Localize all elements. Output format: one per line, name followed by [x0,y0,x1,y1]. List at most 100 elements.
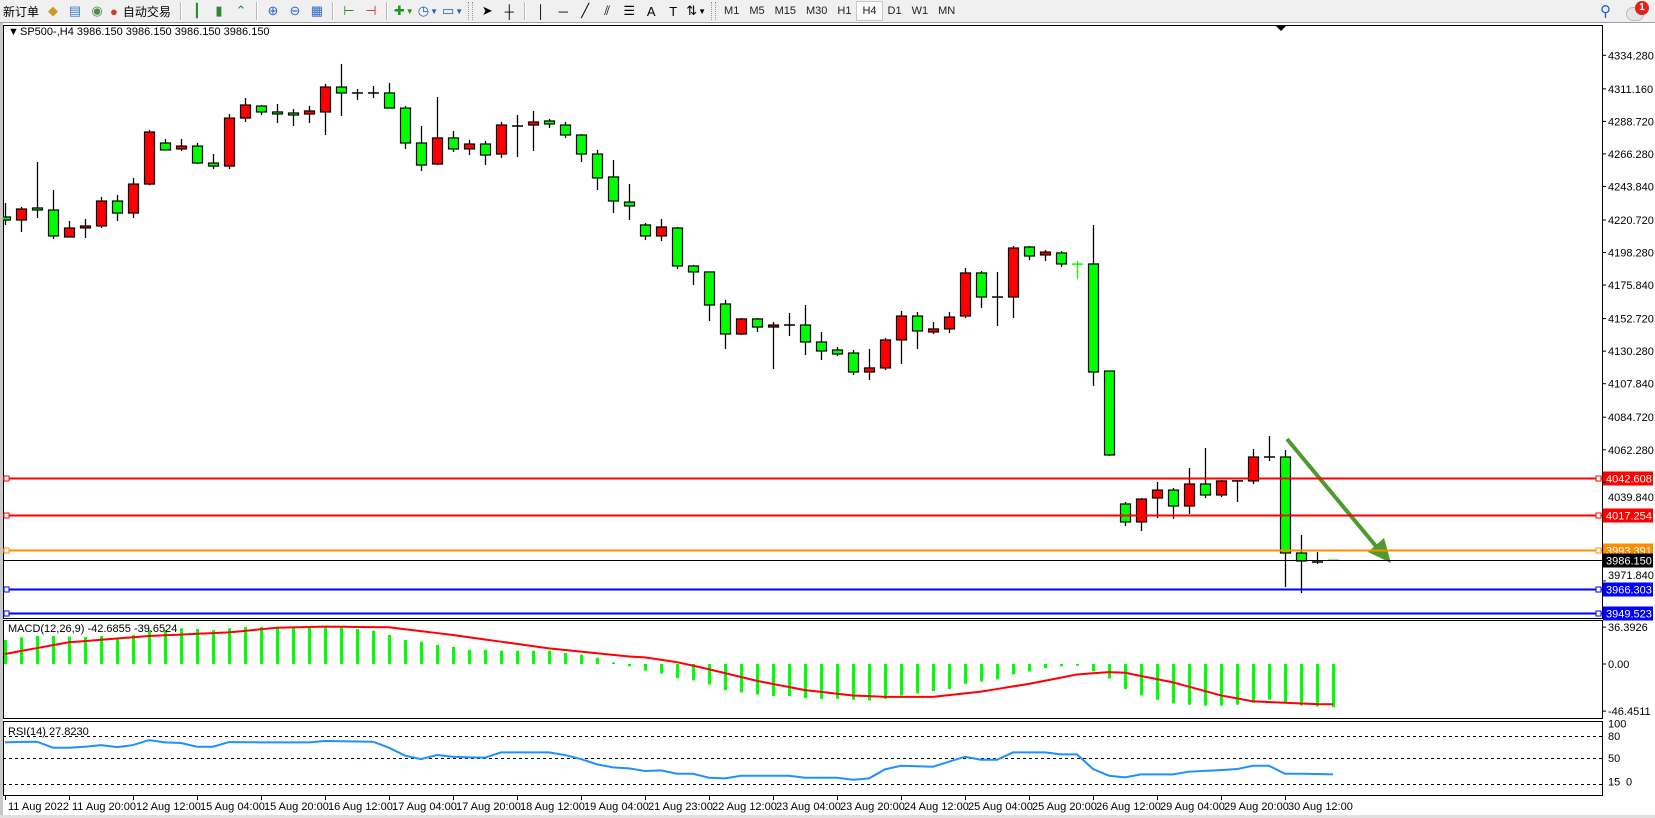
price-panel[interactable] [1,63,1392,594]
candle[interactable] [1312,551,1323,565]
level-handle[interactable] [3,512,10,519]
arrows-icon[interactable]: ⇅ ▼ [686,3,707,18]
candle[interactable] [735,318,748,336]
candle[interactable] [1199,448,1212,499]
candle[interactable] [143,129,156,186]
candle[interactable] [1151,481,1164,519]
candle[interactable] [687,264,700,285]
candle[interactable] [1119,501,1132,527]
candlestick-icon[interactable]: ▮ [215,3,223,18]
level-handle[interactable] [3,586,10,593]
trend-arrow-line[interactable] [1285,437,1382,553]
candle[interactable] [959,268,972,319]
autoscroll-icon[interactable]: ⊣ [365,3,377,18]
candle[interactable] [1039,250,1052,262]
candle[interactable] [223,113,236,169]
candle[interactable] [1232,480,1243,502]
candle[interactable] [463,139,476,156]
new-order-button[interactable]: 新订单 [3,4,40,19]
candle[interactable] [607,159,620,214]
candle[interactable] [335,63,348,117]
text-icon[interactable]: A [646,3,656,19]
candle[interactable] [1215,480,1228,498]
candle[interactable] [175,138,188,151]
candle[interactable] [15,206,28,233]
timeframe-h1[interactable]: H1 [837,5,852,17]
candle[interactable] [303,106,316,123]
timeframe-m1[interactable]: M1 [724,5,740,17]
candle[interactable] [1,203,12,225]
candle[interactable] [447,130,460,152]
candle[interactable] [767,321,780,369]
level-handle[interactable] [1595,610,1602,617]
candle[interactable] [1103,370,1116,456]
candle[interactable] [1055,251,1068,268]
toolbar-grip[interactable] [468,2,474,20]
candle[interactable] [319,83,332,136]
candle[interactable] [751,318,764,332]
candle[interactable] [79,218,92,238]
level-handle[interactable] [1595,547,1602,554]
candle[interactable] [239,98,252,122]
timeframe-m30[interactable]: M30 [806,5,828,17]
candle[interactable] [512,115,523,157]
candle[interactable] [1087,224,1100,386]
candle[interactable] [719,299,732,349]
candle[interactable] [1007,245,1020,319]
candle[interactable] [879,337,892,370]
candle[interactable] [1167,488,1180,519]
candle[interactable] [383,82,396,109]
candle[interactable] [352,89,363,100]
candle[interactable] [191,143,204,165]
candle[interactable] [415,126,428,171]
candle[interactable] [495,121,508,158]
alerts-button[interactable]: 1 [1626,1,1652,21]
candle[interactable] [815,331,828,360]
candle[interactable] [368,86,379,99]
data-window-icon[interactable]: ▤ [68,3,82,18]
timeframe-d1[interactable]: D1 [887,5,902,17]
candle[interactable] [655,218,668,242]
zoom-in-icon[interactable]: ⊕ [267,3,279,18]
level-handle[interactable] [1595,475,1602,482]
level-handle[interactable] [3,610,10,617]
candle[interactable] [847,349,860,376]
candle[interactable] [703,271,716,321]
chart-shift-icon[interactable]: ⊢ [343,3,355,18]
level-handle[interactable] [1595,512,1602,519]
candle[interactable] [63,221,76,238]
candle[interactable] [111,194,124,222]
text-label-icon[interactable]: T [669,3,678,19]
candle[interactable] [1183,468,1196,514]
candle[interactable] [95,196,108,228]
bar-chart-icon[interactable]: ┃ [192,3,201,18]
candle[interactable] [127,177,140,218]
candle[interactable] [895,310,908,365]
candle[interactable] [399,106,412,149]
candle[interactable] [623,184,636,221]
equidistant-channel-icon[interactable]: ⫽ [604,3,611,18]
rsi-panel[interactable] [3,736,1602,785]
candle[interactable] [207,154,220,169]
candle[interactable] [1279,450,1292,587]
candle[interactable] [543,118,556,129]
candle[interactable] [1072,261,1083,280]
timeframe-m5[interactable]: M5 [749,5,765,17]
candle[interactable] [575,134,588,163]
candle[interactable] [799,305,812,356]
candle[interactable] [911,311,924,349]
vertical-line-icon[interactable]: │ [537,3,546,19]
candle[interactable] [527,110,540,151]
timeframe-mn[interactable]: MN [938,5,956,17]
candle[interactable] [975,271,988,309]
level-handle[interactable] [1595,586,1602,593]
macd-panel[interactable] [4,625,1335,708]
candle[interactable] [784,312,795,337]
candle[interactable] [47,189,60,240]
chart-shift-marker[interactable] [1275,25,1287,31]
candle[interactable] [863,348,876,380]
auto-trading-button[interactable]: ● 自动交易 [108,1,176,21]
candle[interactable] [271,103,284,123]
candle[interactable] [591,149,604,190]
